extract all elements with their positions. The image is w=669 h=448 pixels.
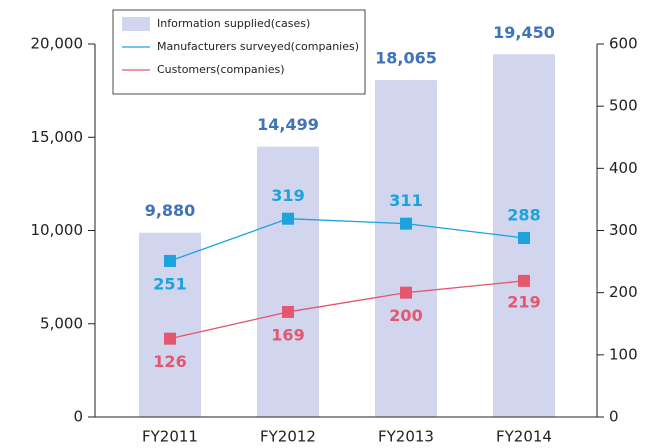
line-value-label: 169 <box>271 325 304 344</box>
y-tick-label: 10,000 <box>31 221 84 239</box>
y2-tick-label: 600 <box>609 35 638 53</box>
line-value-label: 126 <box>153 352 186 371</box>
line-marker <box>400 217 412 230</box>
y-tick-label: 20,000 <box>31 35 84 53</box>
bar-value-label: 14,499 <box>257 115 319 134</box>
bar <box>257 146 319 418</box>
y2-tick-label: 400 <box>609 159 638 177</box>
y-tick-label: 15,000 <box>31 128 84 146</box>
line-marker <box>164 332 176 345</box>
line-marker <box>518 274 530 287</box>
x-tick-label: FY2011 <box>142 428 198 446</box>
line-value-label: 288 <box>507 205 540 224</box>
line-value-label: 251 <box>153 274 186 293</box>
bar-value-label: 9,880 <box>145 201 196 220</box>
line <box>169 280 525 340</box>
y-tick-label: 0 <box>73 408 83 426</box>
legend-box <box>112 9 366 95</box>
y2-tick-label: 0 <box>609 408 619 426</box>
bar-value-label: 18,065 <box>375 49 437 68</box>
legend-label: Customers(companies) <box>157 63 285 76</box>
legend-label: Information supplied(cases) <box>157 17 310 30</box>
line <box>169 218 525 262</box>
line-marker <box>282 212 294 225</box>
y2-tick-label: 500 <box>609 97 638 115</box>
line-value-label: 219 <box>507 292 540 311</box>
x-tick-label: FY2012 <box>260 428 316 446</box>
line-marker <box>282 305 294 318</box>
y2-tick-label: 100 <box>609 345 638 363</box>
legend-swatch <box>122 17 150 31</box>
line-marker <box>518 231 530 244</box>
y2-tick-label: 300 <box>609 221 638 239</box>
line-value-label: 319 <box>271 186 304 205</box>
legend-label: Manufacturers surveyed(companies) <box>157 40 359 53</box>
x-tick-label: FY2014 <box>496 428 552 446</box>
bar-value-label: 19,450 <box>493 23 555 42</box>
bar <box>375 80 437 417</box>
line-value-label: 200 <box>389 306 422 325</box>
x-tick-label: FY2013 <box>378 428 434 446</box>
line-marker <box>164 254 176 267</box>
y2-tick-label: 200 <box>609 283 638 301</box>
y-tick-label: 5,000 <box>40 314 83 332</box>
line-marker <box>400 286 412 299</box>
line-value-label: 311 <box>389 191 422 210</box>
